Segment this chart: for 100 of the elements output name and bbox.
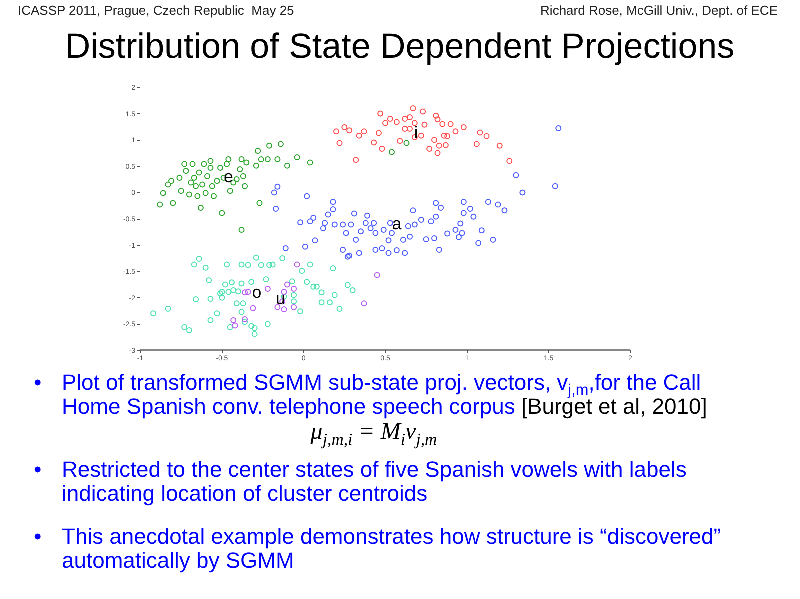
point [232,322,238,329]
point [248,279,255,286]
point [186,192,192,198]
point [326,300,333,306]
point [353,157,360,164]
point [374,272,380,278]
point [378,110,384,117]
series-label: i [414,123,418,142]
point [284,282,290,288]
point [255,148,262,154]
point [342,124,348,130]
text: • This anecdotal example demonstrates how structure is “discovered” automatically by SGMM [34,524,722,573]
point [434,150,441,156]
point [228,280,235,286]
point [434,116,441,123]
point [160,190,166,196]
point [222,282,228,288]
point [237,166,244,173]
point [278,141,284,148]
point [206,278,212,284]
point [209,183,216,190]
point [242,319,248,326]
point [304,279,310,286]
point [387,116,394,122]
point [182,161,188,168]
point [332,292,338,298]
point [281,306,288,312]
point [361,300,368,307]
point [266,262,273,268]
point [356,132,362,139]
point [219,210,226,216]
point [318,290,325,296]
point [258,156,264,163]
point [240,173,246,180]
point [190,161,196,168]
point [240,300,246,307]
point [196,170,202,176]
point [436,142,442,149]
point [186,328,192,334]
point [200,182,206,188]
point [230,318,237,324]
point [344,282,351,288]
point [336,140,343,146]
point [252,331,258,338]
point [284,162,290,169]
point [238,156,245,163]
point [234,300,240,307]
point [165,182,172,188]
point [191,262,198,268]
point [208,296,214,302]
point [460,124,467,130]
point [253,254,260,261]
point [506,158,513,164]
point [346,128,353,134]
point [238,309,245,316]
point [208,158,214,164]
point [294,262,300,268]
point [230,288,237,294]
point [376,130,382,136]
point [402,126,408,132]
point [263,276,270,282]
point [178,188,184,194]
point [426,146,433,152]
point [219,294,226,301]
point [226,289,232,296]
point [442,142,449,148]
point [410,106,416,112]
point [330,265,336,272]
point [371,140,378,146]
point [218,164,224,171]
point [291,298,298,305]
point [433,112,440,119]
point [432,137,438,144]
point [407,126,413,132]
point [248,323,255,330]
point [264,156,271,163]
point [298,308,304,315]
point [310,284,317,290]
point [211,193,217,200]
point [234,176,240,183]
point [191,174,198,181]
point [204,173,210,180]
point [484,133,490,140]
point [394,119,400,126]
point [264,286,271,292]
point [299,268,306,274]
point [165,306,172,312]
point [474,141,480,148]
point [198,204,204,211]
text: Richard Rose, McGill Univ., Dept. of ECE [540,2,778,20]
point [318,300,325,306]
point [441,132,448,139]
point [157,202,164,208]
point [253,162,260,169]
point [334,128,340,135]
point [226,156,232,163]
point [227,188,234,194]
point [350,288,356,294]
point [397,138,404,144]
point [444,133,451,140]
